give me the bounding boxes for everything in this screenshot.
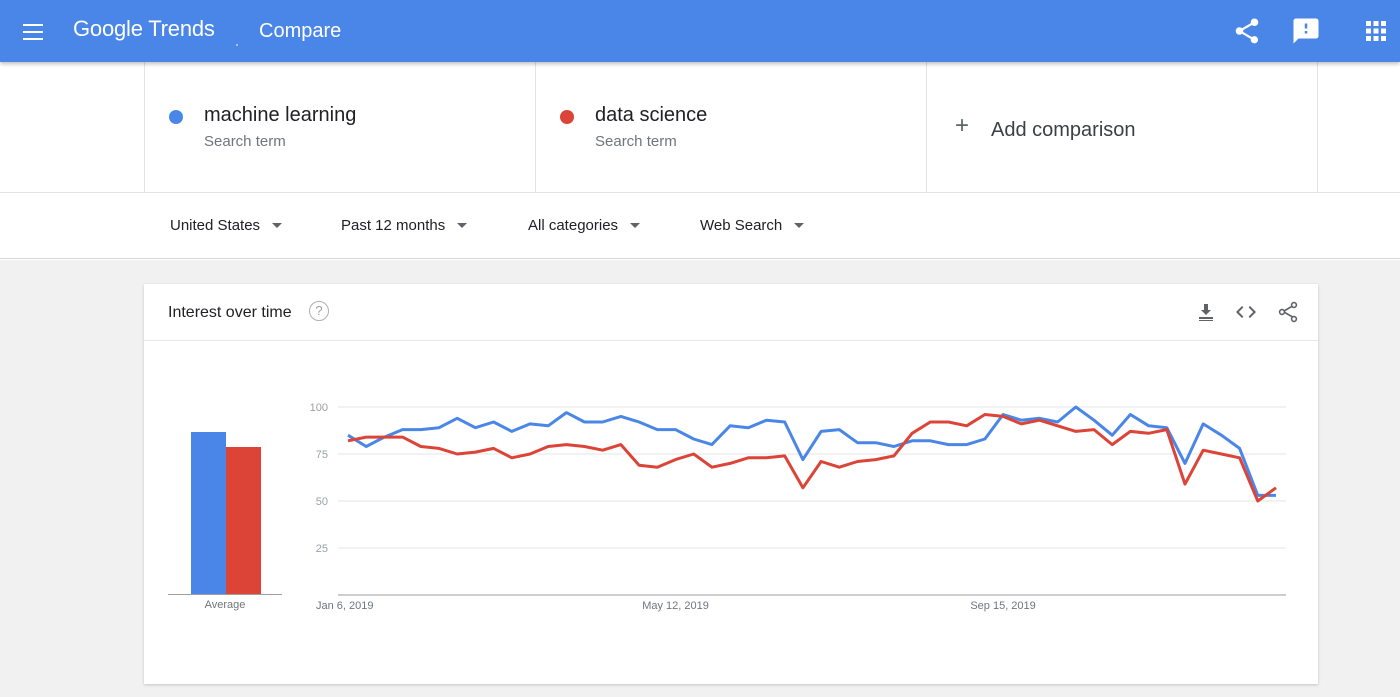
card-title: Interest over time <box>168 304 292 321</box>
y-tick-label: 100 <box>310 402 328 414</box>
add-comparison-label: Add comparison <box>991 119 1136 141</box>
search-type-dropdown[interactable]: Web Search <box>700 217 805 234</box>
average-bar-data-science <box>226 447 261 594</box>
y-tick-label: 75 <box>316 449 328 461</box>
card-header: Interest over time ? <box>144 284 1318 341</box>
search-type-value: Web Search <box>700 217 783 234</box>
y-tick-label: 25 <box>316 543 328 555</box>
help-icon[interactable]: ? <box>309 301 329 321</box>
dropdown-caret-icon <box>272 222 283 228</box>
download-csv-icon[interactable] <box>1194 300 1218 324</box>
series-line-data-science[interactable] <box>347 413 1277 503</box>
dropdown-caret-icon <box>457 222 468 228</box>
embed-code-icon[interactable] <box>1234 300 1258 324</box>
category-dropdown[interactable]: All categories <box>528 217 641 234</box>
series-color-dot <box>169 110 183 124</box>
share-icon[interactable] <box>1232 16 1262 46</box>
x-tick-label: May 12, 2019 <box>642 600 709 612</box>
term-name: machine learning <box>204 104 357 126</box>
interest-over-time-card: Interest over time ? Average 25 50 75 100 Ja… <box>144 284 1318 684</box>
app-bar: Google Trends Compare <box>0 0 1400 62</box>
add-comparison-button[interactable]: + Add comparison <box>926 62 1318 193</box>
time-range-dropdown[interactable]: Past 12 months <box>341 217 468 234</box>
plus-icon: + <box>955 112 970 139</box>
feedback-icon[interactable] <box>1291 16 1321 46</box>
term-card-data-science[interactable]: data science Search term <box>535 62 926 193</box>
term-type: Search term <box>595 133 677 150</box>
term-card-machine-learning[interactable]: machine learning Search term <box>144 62 535 193</box>
category-value: All categories <box>528 217 619 234</box>
divider <box>236 44 238 46</box>
x-tick-label: Jan 6, 2019 <box>316 600 374 612</box>
menu-icon[interactable] <box>20 19 46 43</box>
google-trends-logo[interactable]: Google Trends <box>73 16 215 41</box>
dropdown-caret-icon <box>794 222 805 228</box>
y-tick-label: 50 <box>316 496 328 508</box>
average-label: Average <box>204 599 246 611</box>
apps-icon[interactable] <box>1361 16 1391 46</box>
page-title: Compare <box>259 20 342 42</box>
dropdown-caret-icon <box>630 222 641 228</box>
series-color-dot <box>560 110 574 124</box>
term-name: data science <box>595 104 708 126</box>
average-bar-machine-learning <box>191 432 226 594</box>
average-axis-line <box>168 594 282 595</box>
term-type: Search term <box>204 133 286 150</box>
region-value: United States <box>170 217 261 234</box>
terms-row: machine learning Search term data scienc… <box>0 62 1400 193</box>
interest-line-chart[interactable]: 25 50 75 100 Jan 6, 2019 May 12, 2019 Sep 15, … <box>292 384 1292 614</box>
time-range-value: Past 12 months <box>341 217 446 234</box>
series-line-machine-learning[interactable] <box>347 405 1276 497</box>
region-dropdown[interactable]: United States <box>170 217 283 234</box>
compare-panel: machine learning Search term data scienc… <box>0 62 1400 260</box>
x-tick-label: Sep 15, 2019 <box>970 600 1035 612</box>
share-icon[interactable] <box>1276 300 1300 324</box>
filter-bar: United States Past 12 months All categor… <box>0 193 1400 259</box>
